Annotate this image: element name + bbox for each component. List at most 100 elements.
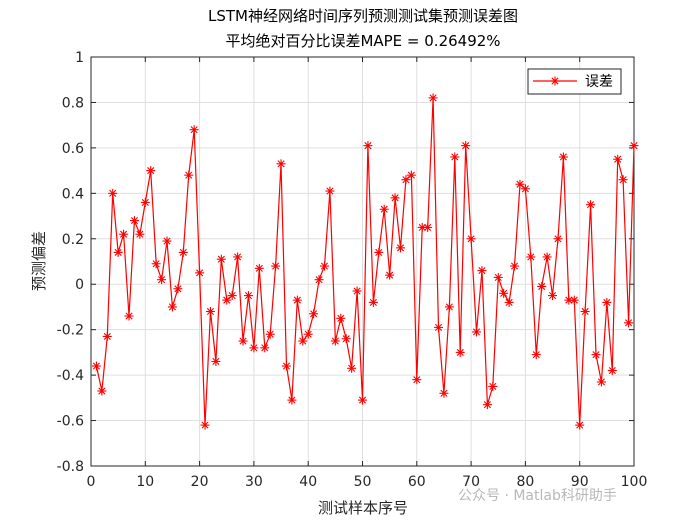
data-point — [243, 291, 253, 301]
legend-marker — [550, 76, 560, 86]
data-point — [303, 329, 313, 339]
data-point — [102, 331, 112, 341]
data-point — [347, 363, 357, 373]
data-point — [271, 261, 281, 271]
data-point — [461, 141, 471, 151]
y-axis-ticks: -0.8 -0.6 -0.4 -0.2 0 0.2 0.4 0.6 0.8 1 — [57, 50, 634, 475]
data-point — [336, 313, 346, 323]
data-point — [205, 306, 215, 316]
y-tick-label: 0.6 — [62, 141, 84, 157]
data-point — [222, 295, 232, 305]
data-point — [352, 286, 362, 296]
data-point — [504, 297, 514, 307]
data-point — [618, 175, 628, 185]
data-point — [309, 309, 319, 319]
data-point — [488, 381, 498, 391]
data-point — [260, 343, 270, 353]
data-point — [575, 420, 585, 430]
data-point — [146, 166, 156, 176]
data-point — [406, 170, 416, 180]
data-point — [455, 347, 465, 357]
data-point — [466, 234, 476, 244]
data-point — [499, 288, 509, 298]
data-point — [374, 247, 384, 257]
grid — [90, 56, 635, 467]
data-point — [396, 243, 406, 253]
legend-marker-star — [550, 76, 560, 86]
data-point — [401, 175, 411, 185]
data-point — [254, 263, 264, 273]
data-point — [558, 152, 568, 162]
data-point — [292, 295, 302, 305]
data-point — [162, 236, 172, 246]
data-point — [200, 420, 210, 430]
legend: 误差 — [527, 68, 622, 95]
x-tick-label: 10 — [136, 474, 154, 490]
data-point — [167, 302, 177, 312]
data-point — [287, 395, 297, 405]
y-tick-label: -0.4 — [57, 368, 84, 384]
data-point — [233, 252, 243, 262]
error-series-line — [95, 97, 635, 426]
x-tick-label: 100 — [621, 474, 648, 490]
x-tick-label: 70 — [462, 474, 480, 490]
data-point — [472, 327, 482, 337]
data-point — [113, 247, 123, 257]
data-point — [211, 356, 221, 366]
data-point — [423, 222, 433, 232]
x-tick-label: 50 — [354, 474, 372, 490]
data-point — [178, 247, 188, 257]
y-tick-label: 0.2 — [62, 232, 84, 248]
data-point — [119, 229, 129, 239]
error-series-markers — [91, 93, 639, 430]
data-point — [97, 386, 107, 396]
data-point — [281, 361, 291, 371]
x-tick-label: 20 — [191, 474, 209, 490]
data-point — [607, 366, 617, 376]
data-point — [265, 329, 275, 339]
data-point — [184, 170, 194, 180]
data-point — [444, 302, 454, 312]
data-point — [314, 275, 324, 285]
data-point — [368, 297, 378, 307]
data-point — [580, 306, 590, 316]
data-point — [482, 400, 492, 410]
data-point — [298, 336, 308, 346]
data-point — [515, 179, 525, 189]
data-point — [542, 252, 552, 262]
y-tick-label: 1 — [75, 50, 84, 66]
x-axis-ticks: 0 10 20 30 40 50 60 70 80 90 100 — [87, 57, 648, 490]
data-point — [537, 281, 547, 291]
data-point — [417, 222, 427, 232]
data-point — [341, 334, 351, 344]
x-tick-label: 90 — [571, 474, 589, 490]
data-point — [548, 291, 558, 301]
data-point — [569, 295, 579, 305]
watermark: 公众号 · Matlab科研助手 — [458, 488, 617, 504]
x-tick-label: 80 — [516, 474, 534, 490]
data-point — [434, 322, 444, 332]
data-point — [319, 261, 329, 271]
data-point — [189, 125, 199, 135]
data-point — [249, 343, 259, 353]
data-point — [157, 275, 167, 285]
data-point — [510, 261, 520, 271]
data-point — [591, 350, 601, 360]
data-point — [129, 216, 139, 226]
data-point — [238, 336, 248, 346]
x-axis-label: 测试样本序号 — [318, 499, 408, 517]
data-point — [358, 395, 367, 405]
y-tick-label: 0.4 — [62, 186, 84, 202]
data-point — [363, 141, 373, 151]
chart-subtitle: 平均绝对百分比误差MAPE = 0.26492% — [225, 32, 500, 50]
data-point — [520, 184, 530, 194]
y-tick-label: -0.8 — [57, 459, 84, 475]
data-point — [379, 204, 389, 214]
data-point — [493, 272, 503, 282]
data-point — [227, 291, 237, 301]
y-tick-label: -0.2 — [57, 323, 84, 339]
data-point — [135, 229, 145, 239]
data-point — [276, 159, 286, 169]
data-point — [140, 197, 150, 207]
